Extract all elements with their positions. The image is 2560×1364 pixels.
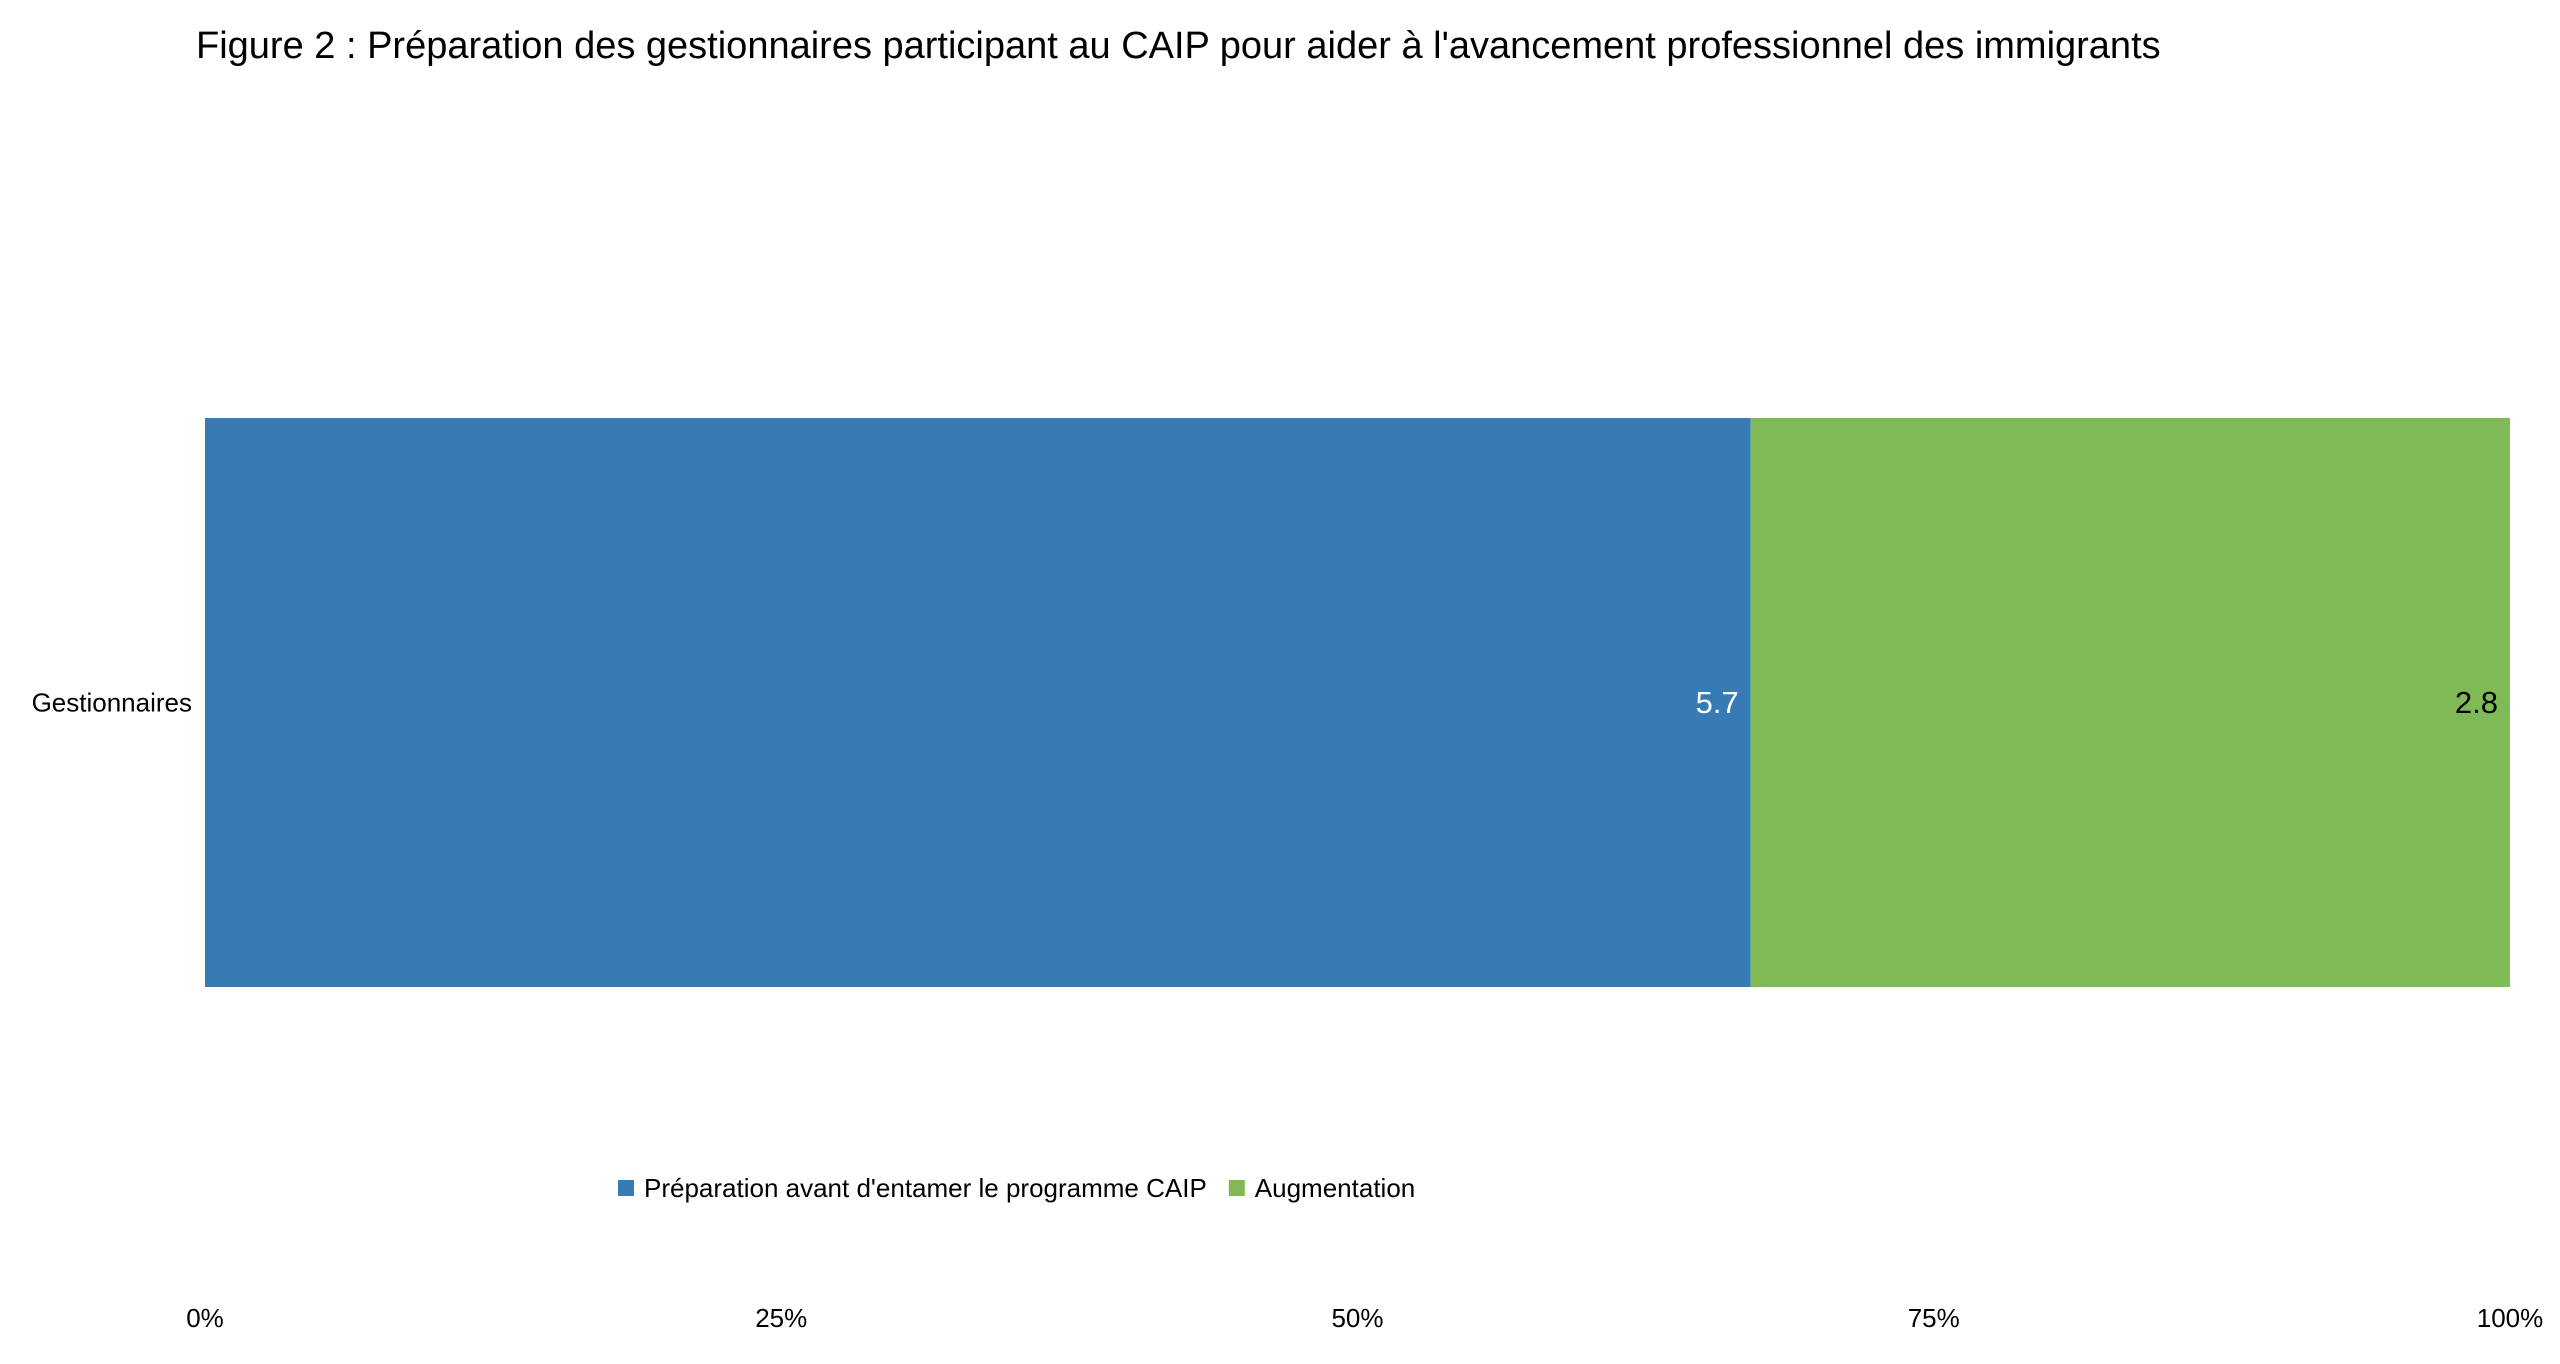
x-tick-label-1: 25% [755, 1303, 807, 1333]
legend-label-0: Préparation avant d'entamer le programme… [644, 1173, 1207, 1203]
x-tick-label-2: 50% [1331, 1303, 1383, 1333]
x-tick-label-3: 75% [1908, 1303, 1960, 1333]
bar-segment-series-1-0 [1750, 418, 2510, 987]
data-label-series-1-0: 2.8 [2455, 685, 2498, 720]
legend-label-1: Augmentation [1255, 1173, 1415, 1203]
chart-title: Figure 2 : Préparation des gestionnaires… [196, 25, 2161, 67]
bar-segment-series-0-0 [205, 418, 1751, 987]
category-label-0: Gestionnaires [32, 688, 192, 718]
legend-swatch-0 [618, 1180, 634, 1196]
x-tick-label-0: 0% [186, 1303, 224, 1333]
data-label-series-0-0: 5.7 [1696, 685, 1739, 720]
legend-swatch-1 [1228, 1180, 1245, 1196]
x-tick-label-4: 100% [2477, 1303, 2544, 1333]
